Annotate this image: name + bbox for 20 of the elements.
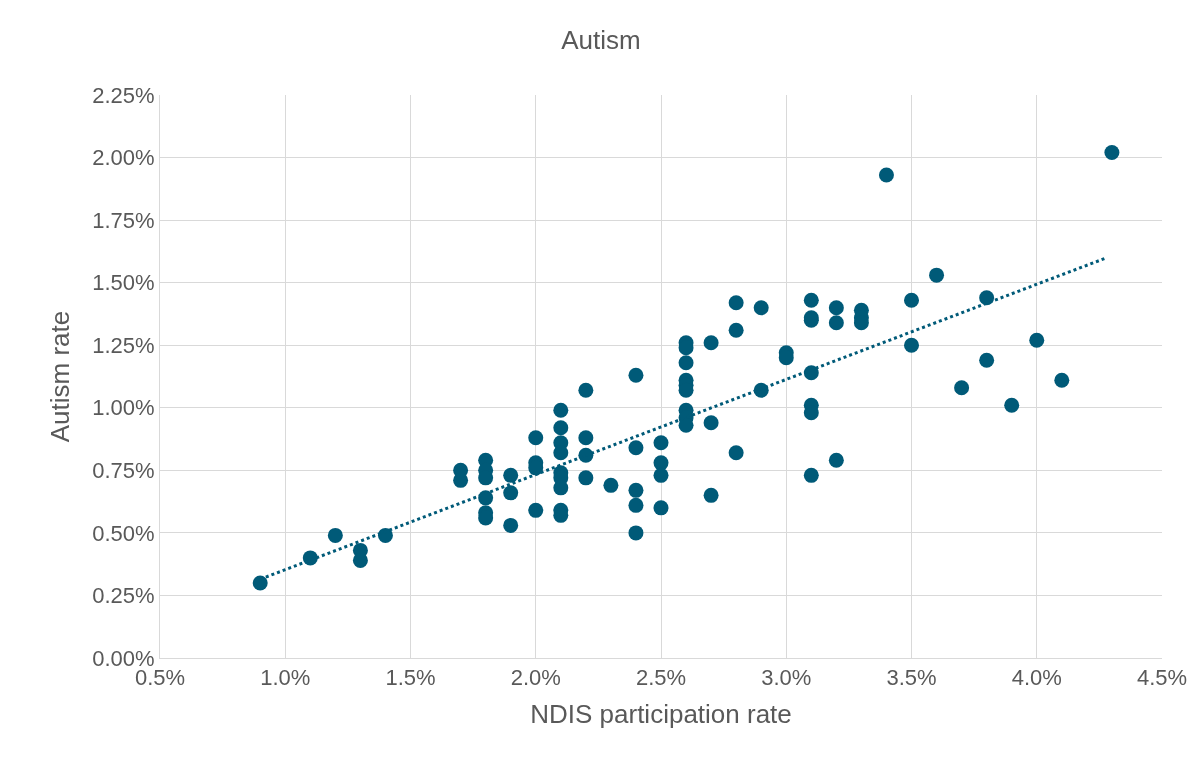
x-tick-label: 4.5% (1136, 665, 1188, 691)
y-tick-label: 1.50% (92, 270, 155, 296)
y-axis-title: Autism rate (44, 310, 75, 443)
y-tick-label: 0.50% (92, 520, 155, 546)
x-tick-label: 2.0% (510, 665, 561, 691)
y-tick-label: 1.00% (92, 395, 155, 421)
x-tick-label: 3.0% (761, 665, 812, 691)
x-tick-label: 2.5% (635, 665, 687, 691)
x-axis-title: NDIS participation rate (530, 699, 792, 730)
y-tick-label: 1.25% (92, 332, 155, 358)
y-tick-label: 2.25% (92, 82, 155, 108)
y-tick-label: 1.75% (92, 207, 155, 233)
x-tick-label: 3.5% (886, 665, 937, 691)
chart-title: Autism (561, 24, 641, 55)
x-tick-label: 4.0% (1011, 665, 1062, 691)
y-tick-label: 0.75% (92, 458, 155, 484)
x-tick-label: 1.5% (385, 665, 436, 691)
x-tick-label: 1.0% (260, 665, 311, 691)
y-tick-label: 2.00% (92, 145, 155, 171)
y-tick-label: 0.25% (92, 583, 155, 609)
